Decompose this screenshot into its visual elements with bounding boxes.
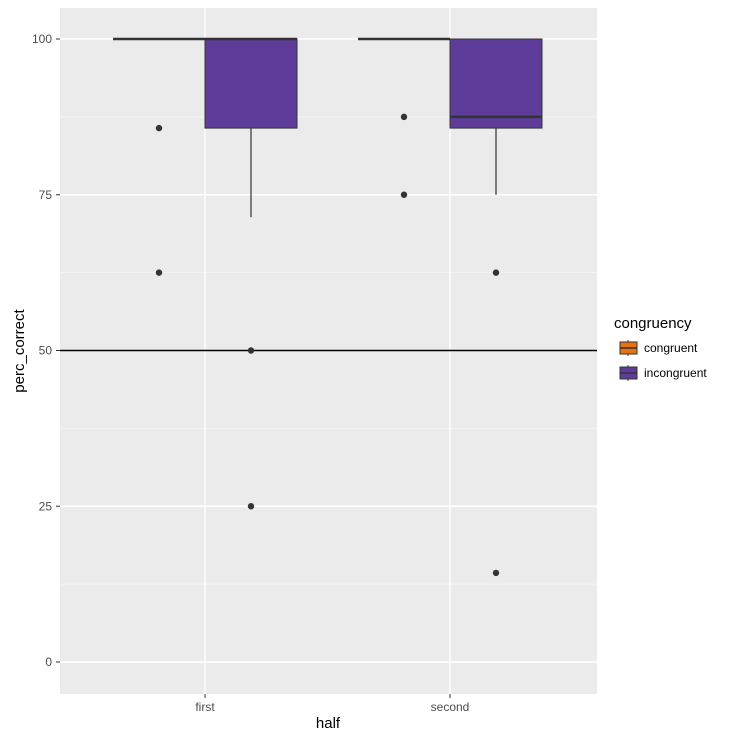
outlier-point [400,191,408,198]
legend-item-congruent: congruent [619,340,698,356]
outlier-point [155,269,163,276]
outlier-point [400,113,408,121]
grid-minor [60,116,597,585]
y-axis: 0 25 50 75 100 [32,32,60,669]
legend-label: congruent [644,341,698,355]
box-incongruent-second [449,38,543,129]
y-tick-label: 75 [39,188,53,202]
legend-title: congruency [614,315,692,332]
y-tick-label: 50 [39,344,53,358]
y-tick-label: 25 [39,499,53,513]
x-axis-title: half [316,715,341,732]
x-tick-label: second [431,700,470,714]
legend: congruency congruent incongruent [614,315,707,381]
legend-label: incongruent [644,366,707,380]
y-axis-title: perc_correct [11,308,28,392]
legend-item-incongruent: incongruent [619,365,707,381]
outlier-point [155,124,163,132]
outliers-group [155,113,500,577]
y-tick-label: 0 [45,655,52,669]
x-tick-label: first [195,700,215,714]
outlier-point [247,347,255,354]
x-axis: first second [195,694,469,714]
box-incongruent-first [204,38,298,129]
outlier-point [247,503,255,510]
y-tick-label: 100 [32,32,52,46]
outlier-point [492,569,500,577]
boxes-group [113,37,543,218]
outlier-point [492,269,500,276]
